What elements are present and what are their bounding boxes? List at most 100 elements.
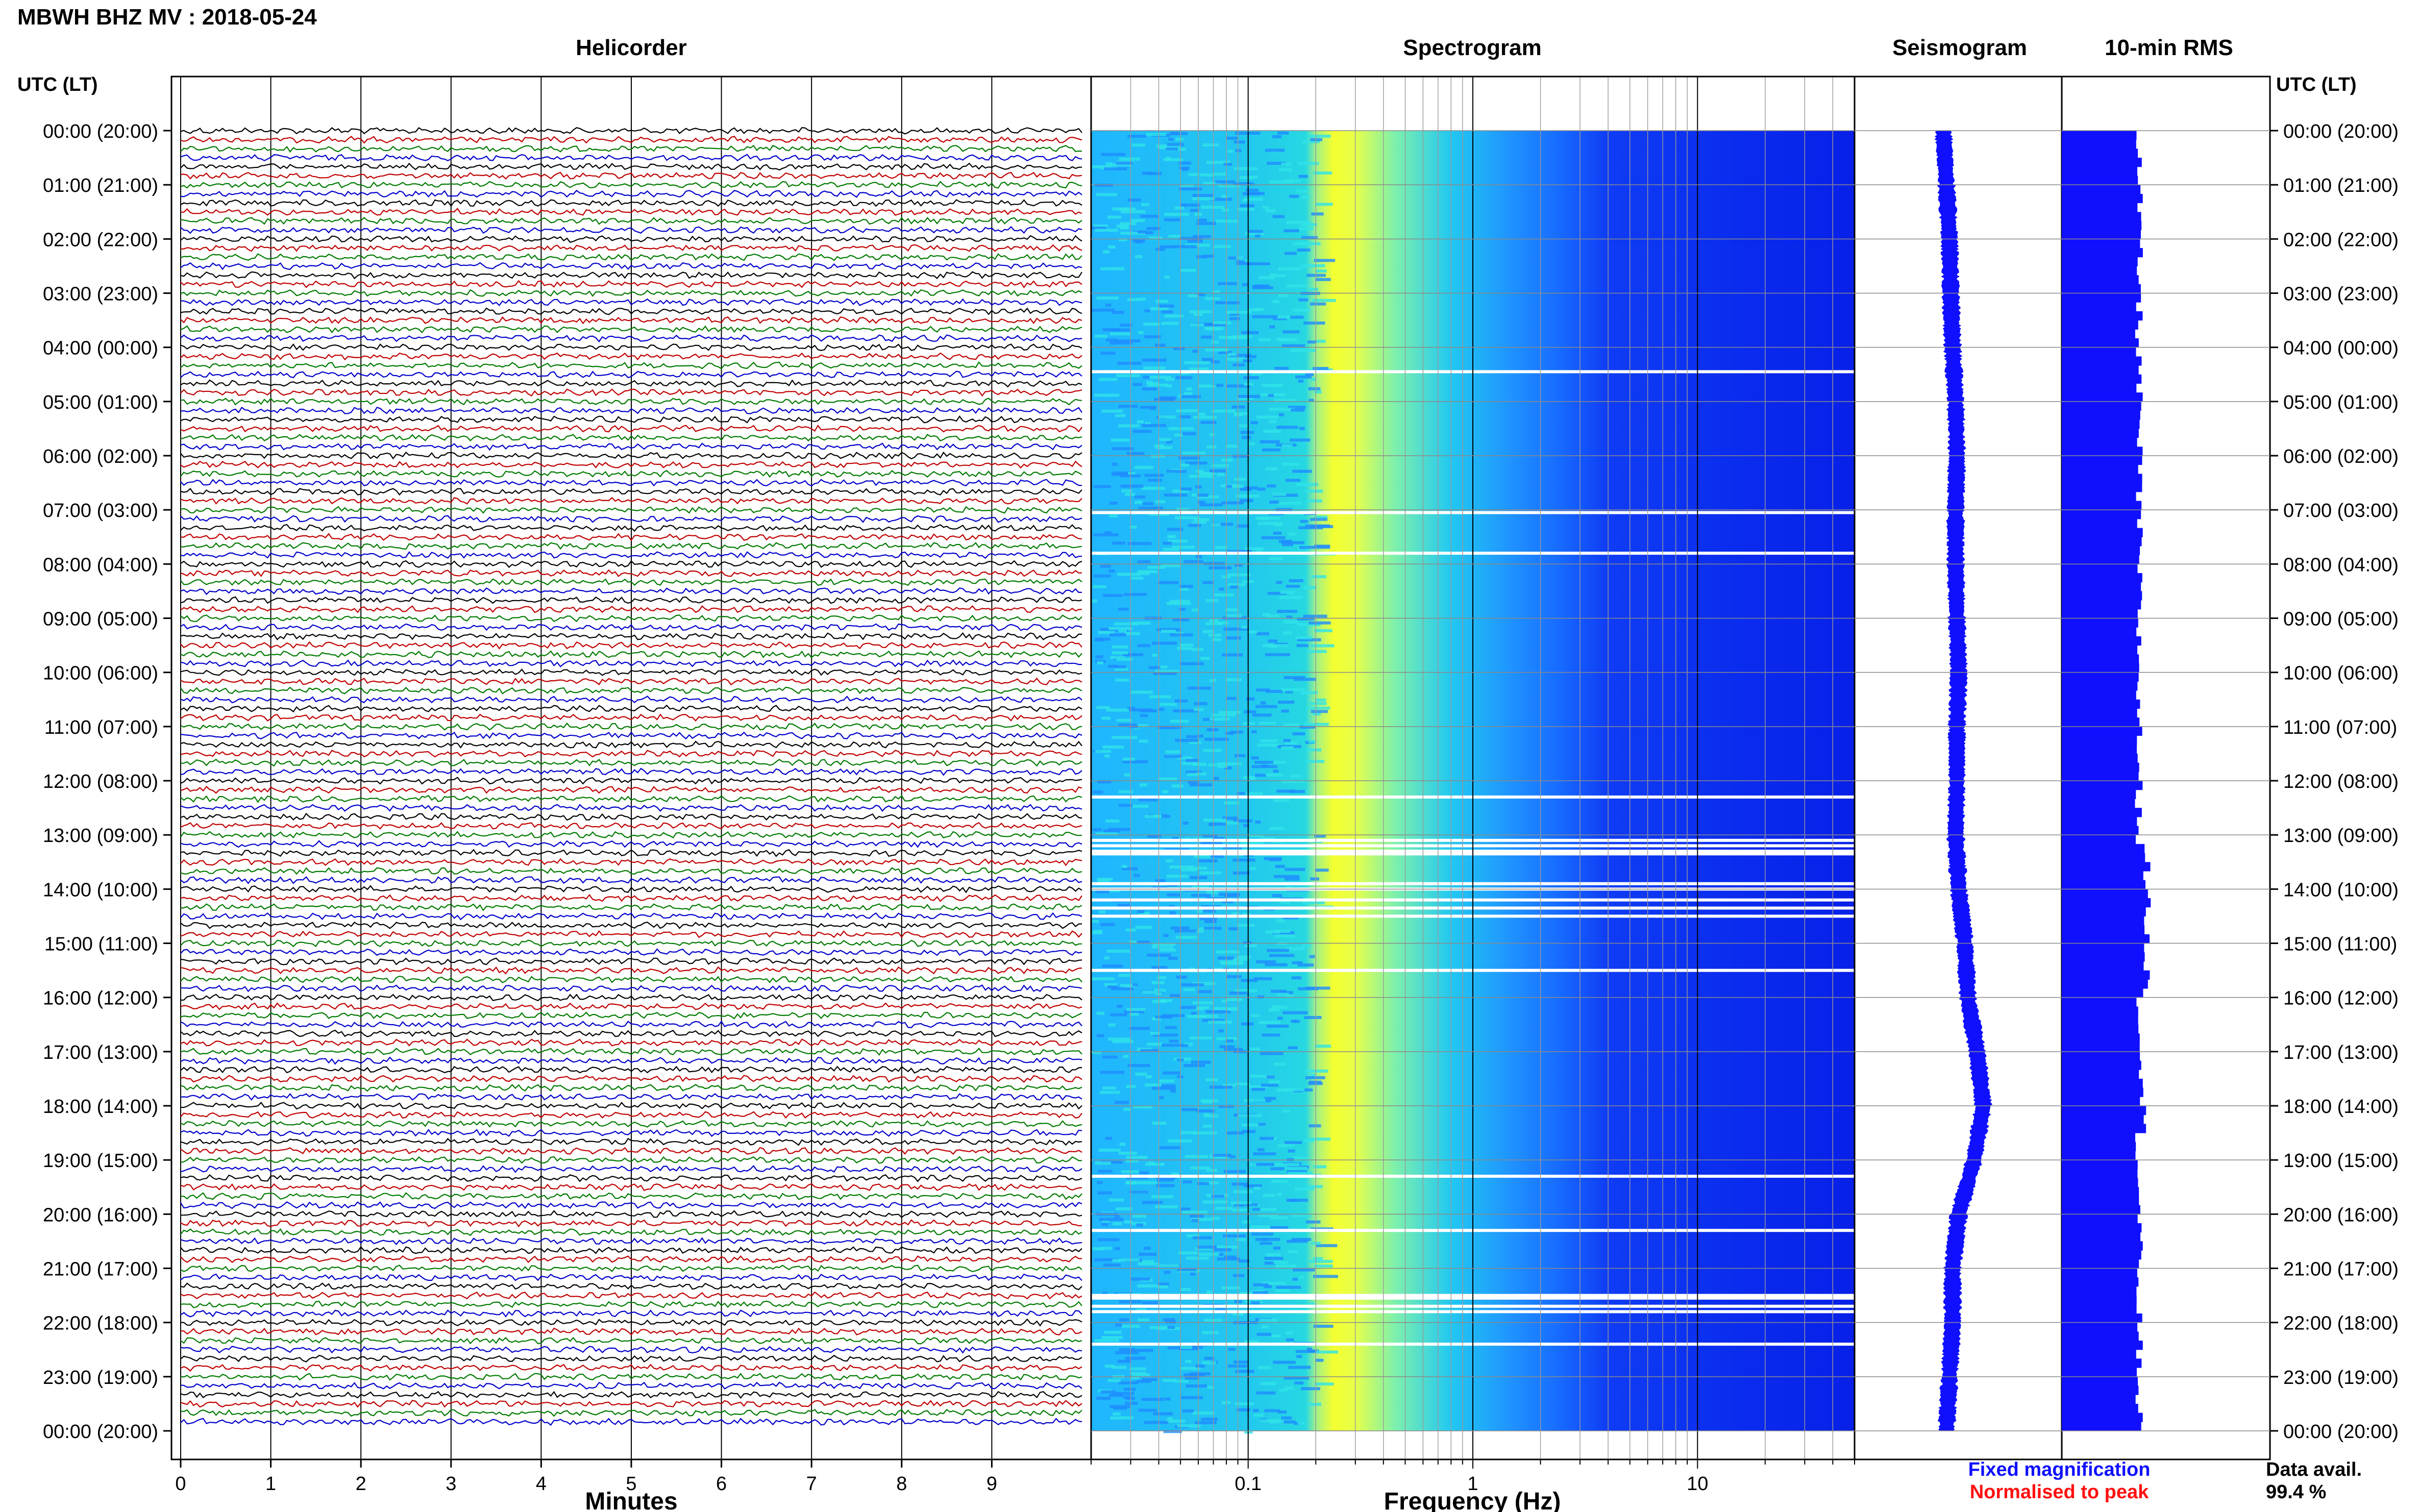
rms-bar [2062, 1133, 2135, 1143]
rms-bar [2062, 166, 2137, 176]
helicorder-trace [180, 840, 1082, 848]
rms-bar [2062, 428, 2139, 438]
hour-tick-label-right: 20:00 (16:00) [2283, 1204, 2399, 1226]
rms-bar [2062, 1205, 2140, 1214]
helicorder-trace [180, 127, 1082, 135]
spectrogram-speckle [1217, 765, 1228, 769]
spectrogram-speckle [1100, 1071, 1125, 1074]
rms-bar [2062, 898, 2151, 908]
helicorder-trace [180, 750, 1082, 758]
spectrogram-speckle [1179, 587, 1189, 591]
spectrogram-speckle [1215, 301, 1240, 305]
spectrogram-speckle [1197, 734, 1204, 738]
rms-bar [2062, 1250, 2141, 1260]
spectrogram-speckle [1109, 514, 1118, 517]
spectrogram-speckle [1153, 1412, 1173, 1416]
spectrogram-speckle [1132, 1214, 1147, 1218]
spectrogram-speckle [1125, 1401, 1138, 1405]
spectrogram-speckle [1167, 1346, 1191, 1350]
helicorder-trace [180, 731, 1082, 740]
helicorder-trace [180, 1246, 1082, 1254]
spectrogram-speckle [1138, 1318, 1150, 1322]
spectrogram-speckle [1235, 1402, 1254, 1405]
spectrogram-speckle [1212, 290, 1220, 294]
helicorder-x-tick-label: 0 [175, 1473, 186, 1495]
spectrogram-speckle [1290, 438, 1311, 442]
rms-bar [2062, 1385, 2139, 1395]
rms-bar [2062, 257, 2138, 266]
spectrogram-speckle [1244, 710, 1256, 713]
spectrogram-speckle [1315, 869, 1329, 872]
spectrogram-speckle [1254, 284, 1270, 288]
rms-bar [2062, 329, 2135, 339]
helicorder-trace [180, 777, 1082, 785]
helicorder-trace [180, 515, 1082, 523]
spectrogram-speckle [1143, 323, 1160, 326]
spectrogram-speckle [1141, 1398, 1165, 1401]
spectrogram-speckle [1102, 745, 1124, 749]
spectrogram-speckle [1118, 629, 1127, 633]
spectrogram-speckle [1226, 697, 1237, 700]
spectrogram-speckle [1120, 484, 1144, 488]
spectrogram-speckle [1238, 1259, 1249, 1263]
rms-bar [2062, 618, 2138, 628]
spectrogram-speckle [1111, 987, 1134, 990]
helicorder-trace [180, 253, 1082, 261]
spectrogram-speckle [1166, 147, 1178, 151]
spectrogram-speckle [1193, 518, 1209, 522]
spectrogram-speckle [1187, 866, 1207, 870]
helicorder-trace [180, 1174, 1082, 1182]
spectrogram-speckle [1238, 924, 1255, 927]
helicorder-trace [180, 181, 1082, 189]
spectrogram-speckle [1107, 1379, 1121, 1382]
spectrogram-speckle [1277, 1144, 1287, 1147]
spectrogram-speckle [1144, 1421, 1169, 1424]
spectrogram-speckle [1309, 955, 1315, 958]
spectrogram-speckle [1314, 259, 1336, 262]
spectrogram-speckle [1266, 949, 1289, 952]
helicorder-trace [180, 1056, 1082, 1065]
spectrogram-speckle [1180, 1288, 1191, 1292]
spectrogram-speckle [1235, 754, 1246, 757]
spectrogram-speckle [1104, 983, 1118, 986]
spectrogram-speckle [1257, 743, 1280, 747]
spectrogram-speckle [1112, 645, 1128, 649]
hour-tick-label-right: 09:00 (05:00) [2283, 609, 2399, 630]
spectrogram-speckle [1240, 842, 1259, 846]
spectrogram-speckle [1113, 1412, 1121, 1416]
spectrogram-speckle [1223, 821, 1239, 825]
spectrogram-speckle [1226, 384, 1251, 388]
spectrogram-speckle [1301, 1387, 1320, 1391]
hour-tick-label-right: 12:00 (08:00) [2283, 771, 2399, 792]
spectrogram-speckle [1274, 523, 1282, 527]
spectrogram-speckle [1296, 483, 1318, 486]
spectrogram-speckle [1130, 219, 1145, 222]
spectrogram-speckle [1141, 203, 1149, 206]
helicorder-x-tick-label: 7 [806, 1473, 817, 1495]
spectrogram-speckle [1203, 182, 1221, 185]
rms-bar [2062, 699, 2140, 709]
hour-tick-label-right: 17:00 (13:00) [2283, 1042, 2399, 1063]
spectrogram-speckle [1202, 1331, 1219, 1334]
spectrogram-speckle [1181, 487, 1192, 491]
spectrogram-speckle [1168, 235, 1180, 238]
spectrogram-speckle [1105, 819, 1120, 823]
rms-bar [2062, 383, 2137, 393]
spectrogram-speckle [1272, 317, 1287, 320]
spectrogram-speckle [1232, 871, 1250, 875]
spectrogram-speckle [1233, 140, 1245, 144]
spectrogram-speckle [1120, 222, 1137, 226]
spectrogram-speckle [1233, 167, 1257, 170]
spectrogram-speckle [1222, 900, 1233, 903]
spectrogram-speckle [1096, 706, 1110, 709]
spectrogram-speckle [1192, 886, 1209, 889]
spectrogram-speckle [1214, 245, 1231, 249]
spectrogram-speckle [1182, 168, 1188, 171]
spectrogram-speckle [1117, 718, 1132, 722]
helicorder-trace [180, 497, 1082, 505]
spectrogram-speckle [1178, 608, 1186, 611]
spectrogram-speckle [1268, 393, 1274, 397]
spectrogram-speckle [1170, 926, 1190, 930]
helicorder-trace [180, 406, 1082, 414]
spectrogram-speckle [1270, 1226, 1289, 1229]
